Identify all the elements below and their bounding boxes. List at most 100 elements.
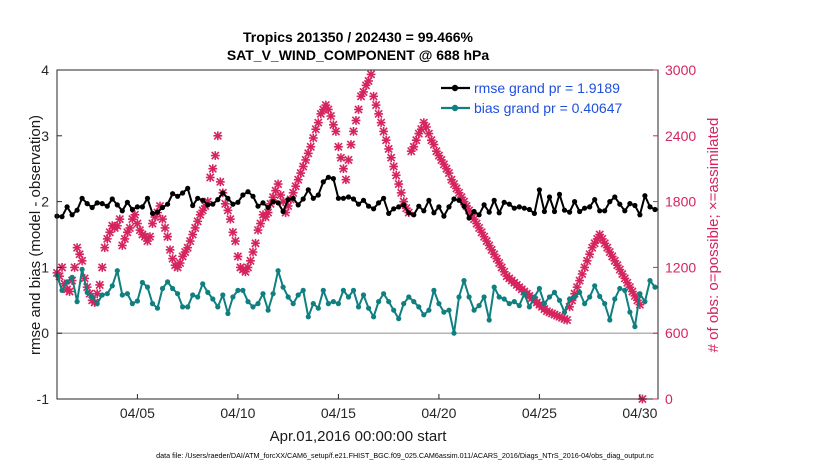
data-point-bias — [381, 291, 387, 297]
data-point-bias — [561, 309, 568, 315]
obs-marker — [115, 214, 125, 224]
obs-marker — [248, 247, 258, 257]
obs-marker — [225, 214, 235, 224]
obs-marker — [374, 109, 384, 119]
data-point-bias — [371, 314, 377, 320]
obs-marker — [366, 69, 376, 79]
data-point-rmse — [632, 202, 638, 209]
data-point-rmse — [607, 199, 613, 205]
obs-marker — [313, 118, 323, 128]
obs-marker — [77, 256, 87, 266]
obs-marker — [160, 223, 170, 233]
data-point-rmse — [225, 195, 231, 201]
data-point-rmse — [89, 204, 95, 211]
data-point-rmse — [526, 206, 533, 213]
data-point-bias — [149, 301, 156, 307]
data-point-bias — [551, 289, 558, 295]
data-point-bias — [546, 294, 553, 300]
data-point-rmse — [431, 210, 437, 216]
data-point-rmse — [255, 203, 261, 209]
obs-marker — [208, 164, 218, 174]
obs-marker — [210, 151, 220, 160]
y-tick-label: -1 — [37, 391, 50, 407]
data-point-bias — [335, 301, 341, 307]
data-point-bias — [109, 283, 115, 289]
obs-marker — [251, 238, 260, 248]
data-point-bias — [300, 287, 306, 293]
x-tick-label: 04/05 — [120, 405, 155, 421]
data-point-bias — [139, 279, 145, 286]
data-point-rmse — [647, 204, 653, 210]
data-point-bias — [295, 292, 301, 298]
data-point-bias — [582, 301, 588, 307]
data-point-bias — [265, 307, 271, 313]
data-point-rmse — [59, 214, 65, 220]
data-point-rmse — [205, 202, 211, 208]
data-point-bias — [180, 304, 186, 310]
data-point-rmse — [235, 199, 241, 205]
data-point-bias — [84, 289, 90, 295]
data-point-rmse — [240, 192, 246, 198]
data-point-rmse — [325, 174, 331, 180]
data-point-rmse — [612, 194, 618, 200]
data-point-bias — [637, 291, 643, 297]
data-point-rmse — [486, 209, 492, 215]
data-point-rmse — [310, 195, 316, 201]
data-point-rmse — [541, 208, 548, 215]
data-point-rmse — [572, 199, 578, 205]
data-point-bias — [426, 307, 432, 313]
data-point-rmse — [426, 197, 432, 203]
data-point-bias — [461, 278, 467, 284]
data-point-bias — [350, 287, 357, 293]
y-right-tick-label: 1800 — [665, 194, 696, 210]
data-point-bias — [602, 301, 608, 307]
data-point-rmse — [366, 203, 372, 209]
obs-marker — [394, 179, 404, 189]
data-point-rmse — [185, 185, 191, 191]
data-point-rmse — [119, 208, 125, 214]
data-point-bias — [451, 330, 457, 336]
obs-marker — [233, 252, 243, 261]
data-point-rmse — [637, 212, 643, 218]
y-right-tick-label: 600 — [665, 325, 689, 341]
data-point-bias — [366, 305, 372, 311]
data-point-bias — [245, 299, 251, 305]
y-axis-label: rmse and bias (model - observation) — [27, 115, 44, 355]
data-point-bias — [501, 296, 507, 302]
x-tick-label: 04/15 — [321, 405, 356, 421]
obs-marker — [336, 153, 346, 163]
data-point-bias — [240, 287, 246, 293]
legend-box — [437, 75, 651, 121]
obs-marker — [205, 173, 215, 182]
data-point-bias — [521, 291, 527, 297]
data-point-rmse — [144, 195, 151, 201]
data-point-bias — [531, 294, 538, 300]
data-point-rmse — [94, 200, 100, 206]
data-point-bias — [556, 297, 563, 303]
data-point-bias — [406, 294, 412, 300]
data-point-rmse — [335, 195, 341, 201]
data-point-bias — [144, 284, 151, 290]
data-point-bias — [59, 287, 65, 293]
data-point-bias — [205, 289, 211, 295]
data-point-rmse — [587, 204, 593, 210]
data-point-bias — [275, 268, 281, 274]
obs-marker — [223, 205, 233, 215]
obs-marker — [158, 214, 167, 224]
data-point-rmse — [69, 212, 75, 218]
obs-marker — [95, 280, 105, 290]
x-tick-label: 04/25 — [522, 405, 557, 421]
obs-marker — [376, 118, 386, 128]
data-point-rmse — [129, 206, 135, 213]
obs-marker — [389, 162, 399, 171]
data-point-bias — [190, 292, 196, 298]
data-point-bias — [617, 285, 623, 292]
obs-marker — [273, 179, 283, 189]
obs-marker — [349, 127, 358, 136]
data-point-bias — [185, 304, 191, 310]
data-point-bias — [165, 279, 171, 285]
data-point-rmse — [124, 199, 130, 205]
obs-marker — [130, 210, 140, 220]
